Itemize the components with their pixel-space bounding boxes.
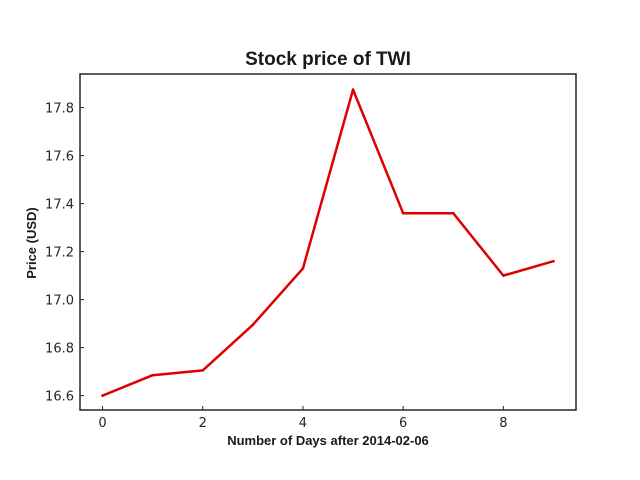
data-point: [201, 369, 205, 372]
data-point: [502, 274, 505, 277]
data-point: [301, 267, 305, 270]
data-point: [552, 259, 555, 263]
y-tick-label: 16.8: [45, 342, 74, 357]
data-point: [101, 394, 104, 397]
plot-area: 0 2 4 6 8 16.6 16.8 17.0 17.2 17.4 17.6 17.8: [45, 73, 577, 431]
data-point: [351, 88, 355, 91]
plot-frame: [79, 73, 577, 411]
series-line: [101, 88, 555, 397]
x-tick-label: 2: [199, 416, 207, 431]
y-tick-label: 17.4: [45, 198, 74, 213]
chart-title: Stock price of TWI: [245, 49, 411, 70]
y-tick-label: 17.2: [45, 246, 74, 261]
data-point: [451, 211, 455, 215]
y-tick-label: 17.0: [45, 294, 74, 309]
x-axis: 0 2 4 6 8: [98, 406, 507, 431]
y-tick-label: 16.6: [45, 390, 74, 405]
data-point: [251, 323, 255, 327]
x-tick-label: 8: [499, 416, 507, 431]
y-axis: 16.6 16.8 17.0 17.2 17.4 17.6 17.8: [45, 102, 84, 405]
x-tick-label: 4: [299, 416, 307, 431]
series-group: [101, 88, 555, 397]
x-axis-label: Number of Days after 2014-02-06: [227, 433, 429, 448]
x-tick-label: 0: [98, 416, 106, 431]
data-point: [401, 211, 405, 215]
y-axis-label: Price (USD): [24, 207, 39, 279]
y-tick-label: 17.8: [45, 102, 74, 117]
x-tick-label: 6: [399, 416, 407, 431]
data-point: [151, 373, 154, 377]
y-tick-label: 17.6: [45, 150, 74, 165]
